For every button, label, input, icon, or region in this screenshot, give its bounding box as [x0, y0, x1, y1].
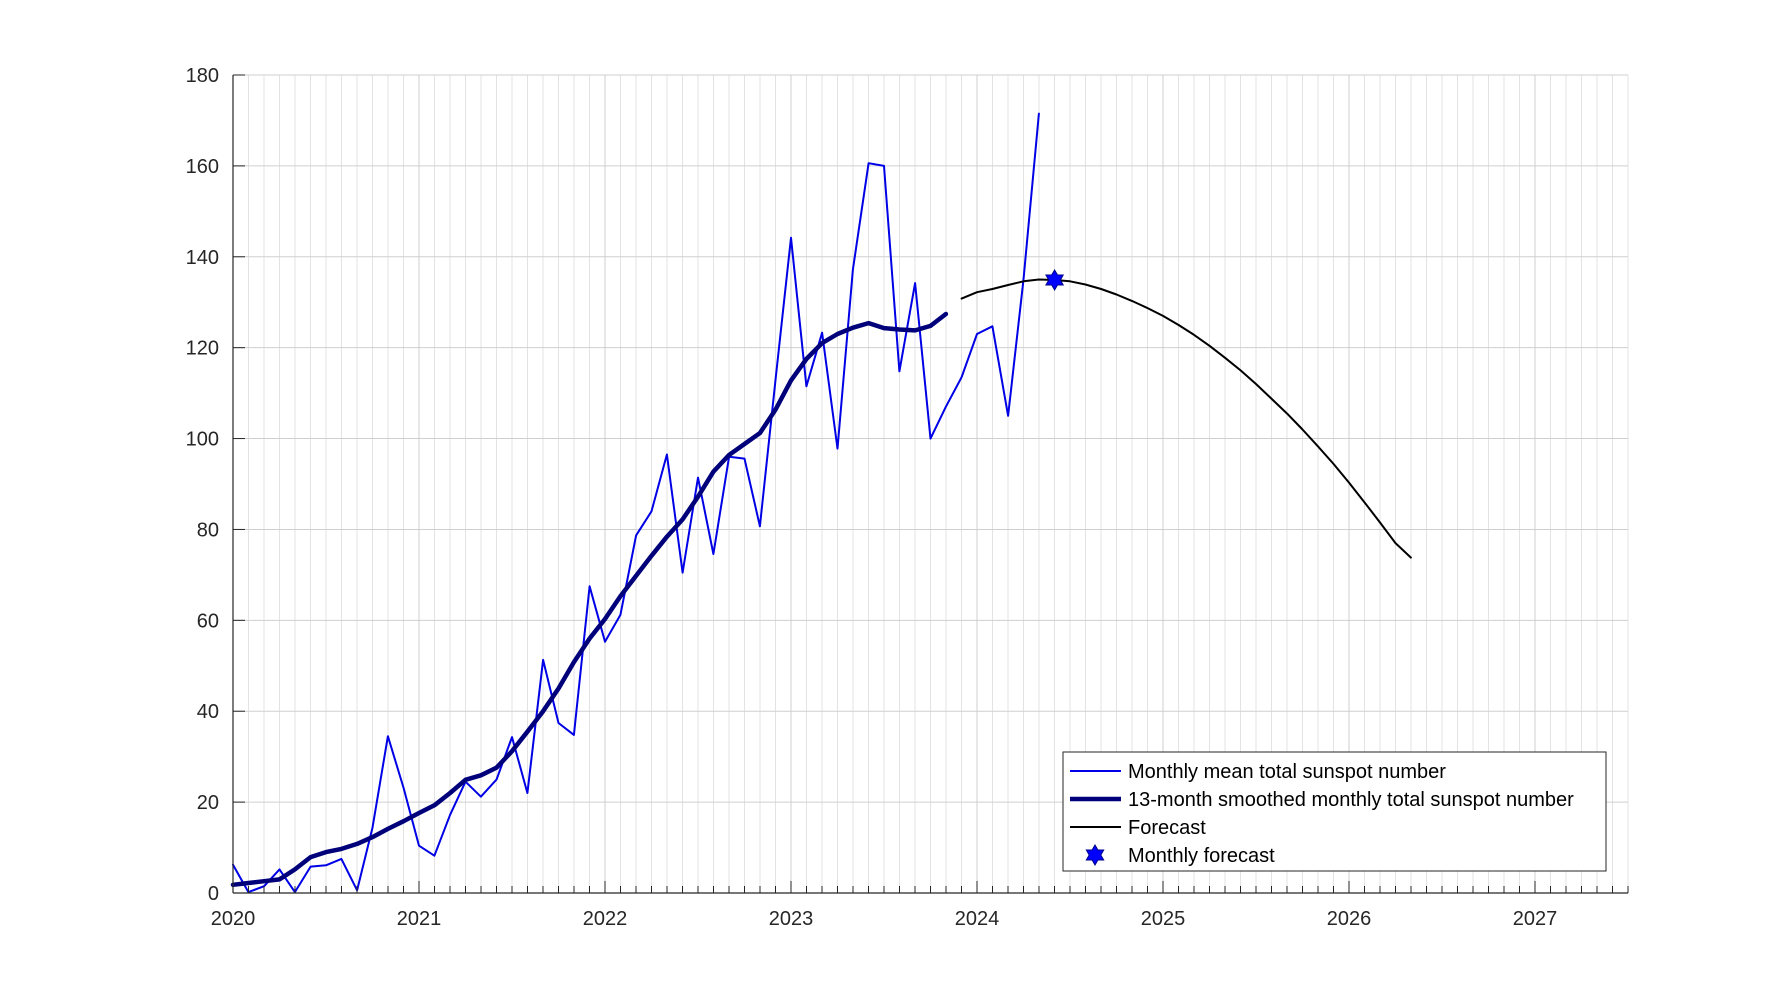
x-tick-label: 2024 — [955, 908, 1000, 930]
y-tick-label: 0 — [208, 883, 219, 905]
y-tick-label: 160 — [186, 156, 219, 178]
legend-label-monthly-forecast: Monthly forecast — [1128, 845, 1275, 867]
x-tick-label: 2023 — [769, 908, 814, 930]
legend-label-monthly: Monthly mean total sunspot number — [1128, 761, 1446, 783]
monthly-forecast-marker — [1045, 269, 1065, 291]
series-layer — [230, 112, 1412, 894]
x-tick-label: 2022 — [583, 908, 628, 930]
legend-marker-star — [1085, 844, 1105, 866]
legend: Monthly mean total sunspot number 13-mon… — [1062, 751, 1607, 872]
y-tick-label: 60 — [197, 610, 219, 632]
x-tick-label: 2027 — [1513, 908, 1558, 930]
y-tick-label: 100 — [186, 429, 219, 451]
x-tick-label: 2026 — [1327, 908, 1372, 930]
y-tick-label: 180 — [186, 65, 219, 87]
y-tick-label: 20 — [197, 792, 219, 814]
x-tick-label: 2020 — [211, 908, 256, 930]
y-tick-label: 40 — [197, 701, 219, 723]
tick-labels: 2020 2021 2022 2023 2024 2025 2026 2027 0 20 40 60 8… — [186, 65, 1558, 930]
series-forecast-line — [960, 278, 1412, 559]
series-monthly-line — [232, 112, 1040, 894]
minor-grid — [248, 75, 1629, 893]
legend-label-forecast: Forecast — [1128, 817, 1206, 839]
y-tick-label: 140 — [186, 247, 219, 269]
y-tick-label: 120 — [186, 338, 219, 360]
y-tick-label: 80 — [197, 519, 219, 541]
x-tick-label: 2025 — [1141, 908, 1186, 930]
axes — [232, 74, 1629, 894]
series-smoothed-line — [230, 311, 949, 888]
x-tick-label: 2021 — [397, 908, 442, 930]
legend-label-smoothed: 13-month smoothed monthly total sunspot … — [1128, 789, 1574, 811]
legend-box — [1062, 751, 1607, 872]
legend-swatch-monthly-forecast — [1085, 844, 1105, 866]
